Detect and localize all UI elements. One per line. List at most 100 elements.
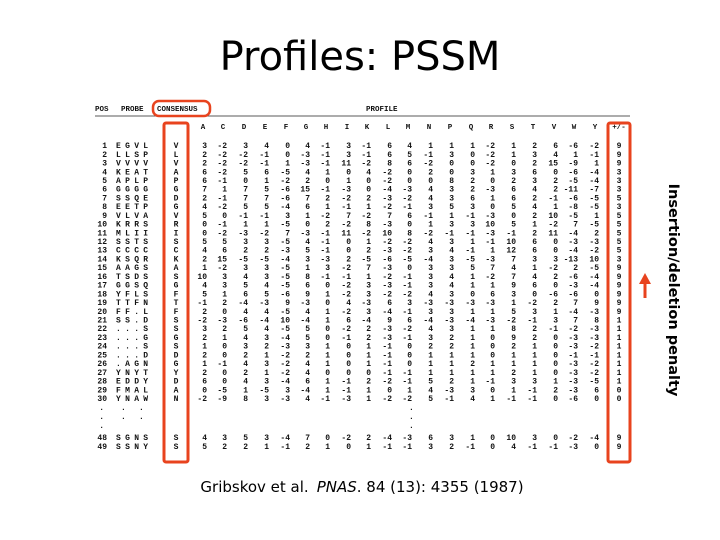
score: 4 — [202, 247, 207, 256]
gap-penalty: 5 — [617, 247, 622, 256]
score: 1 — [470, 238, 475, 247]
score: 1 — [553, 378, 558, 387]
score: 1 — [428, 142, 433, 151]
score: 0 — [407, 360, 412, 369]
row-pos: 27 — [97, 369, 107, 378]
row-pos: 14 — [97, 255, 107, 264]
score: 2 — [470, 177, 475, 186]
score: 3 — [428, 282, 433, 291]
score: 0 — [553, 360, 558, 369]
citation-rest: . 84 (13): 4355 (1987) — [357, 478, 524, 496]
score: 3 — [449, 264, 454, 273]
score: 4 — [407, 142, 412, 151]
score: 2 — [325, 221, 330, 230]
score: 2 — [532, 194, 537, 203]
score: 1 — [470, 282, 475, 291]
row-consensus: K — [174, 255, 179, 264]
score: -6 — [568, 290, 578, 299]
score: 0 — [553, 343, 558, 352]
row-consensus: A — [174, 168, 179, 177]
score: -3 — [382, 264, 392, 273]
citation-authors: Gribskov et al. — [200, 478, 308, 496]
score: -5 — [589, 203, 599, 212]
score: 4 — [264, 282, 269, 291]
score: -2 — [238, 151, 248, 160]
score: 2 — [264, 343, 269, 352]
score: 1 — [449, 360, 454, 369]
score: -1 — [402, 443, 412, 452]
score: -1 — [341, 334, 351, 343]
score: 0 — [325, 282, 330, 291]
score: -3 — [444, 299, 454, 308]
score: -2 — [341, 308, 351, 317]
score: 0 — [449, 160, 454, 169]
column-letter: F — [284, 124, 289, 132]
score: 1 — [470, 378, 475, 387]
score: -2 — [361, 229, 371, 238]
dots: . — [139, 413, 144, 422]
score: -3 — [280, 247, 290, 256]
score: -1 — [485, 378, 495, 387]
row-pos: 6 — [102, 186, 107, 195]
gap-penalty: 9 — [617, 308, 622, 317]
score: 1 — [325, 168, 330, 177]
score: 3 — [511, 290, 516, 299]
score: 2 — [594, 229, 599, 238]
score: -1 — [589, 351, 599, 360]
score: -3 — [300, 229, 310, 238]
score: 1 — [222, 290, 227, 299]
score: 8 — [449, 177, 454, 186]
score: -1 — [465, 247, 475, 256]
score: 4 — [243, 334, 248, 343]
score: -5 — [402, 255, 412, 264]
score: 5 — [407, 151, 412, 160]
score: 0 — [594, 443, 599, 452]
score: 1 — [532, 343, 537, 352]
score: 1 — [490, 360, 495, 369]
score: 0 — [202, 229, 207, 238]
row-probe: SGNS — [116, 434, 152, 443]
score: 1 — [325, 443, 330, 452]
score: 6 — [428, 434, 433, 443]
score: -2 — [485, 273, 495, 282]
score: -2 — [589, 360, 599, 369]
score: 1 — [470, 434, 475, 443]
score: -2 — [197, 395, 207, 404]
score: -4 — [280, 334, 290, 343]
score: 4 — [449, 282, 454, 291]
row-probe: .AGN — [116, 360, 152, 369]
score: -13 — [564, 255, 579, 264]
gap-penalty: 3 — [617, 203, 622, 212]
score: 7 — [573, 317, 578, 326]
score: 0 — [407, 221, 412, 230]
score: -2 — [568, 325, 578, 334]
score: -1 — [527, 443, 537, 452]
score: 1 — [511, 386, 516, 395]
score: 5 — [511, 308, 516, 317]
pssm-table: POS PROBE CONSENSUS PROFILE +/- . . . . … — [95, 99, 630, 452]
score: -2 — [341, 282, 351, 291]
score: 3 — [449, 434, 454, 443]
row-pos: 13 — [97, 247, 107, 256]
score: 6 — [305, 282, 310, 291]
score: 1 — [470, 273, 475, 282]
row-probe: FF.L — [116, 308, 152, 317]
score: -1 — [320, 186, 330, 195]
score: 0 — [553, 395, 558, 404]
score: 0 — [553, 238, 558, 247]
score: 2 — [366, 434, 371, 443]
score: 1 — [366, 351, 371, 360]
score: -5 — [589, 221, 599, 230]
score: 1 — [490, 282, 495, 291]
score: -3 — [568, 443, 578, 452]
gap-penalty: 9 — [617, 299, 622, 308]
score: -2 — [280, 369, 290, 378]
score: -1 — [361, 151, 371, 160]
score: -3 — [382, 247, 392, 256]
row-consensus: D — [174, 378, 179, 387]
score: 6 — [490, 290, 495, 299]
score: 8 — [387, 160, 392, 169]
score: 2 — [264, 247, 269, 256]
column-letter: T — [531, 124, 536, 132]
column-letter: G — [304, 124, 309, 132]
